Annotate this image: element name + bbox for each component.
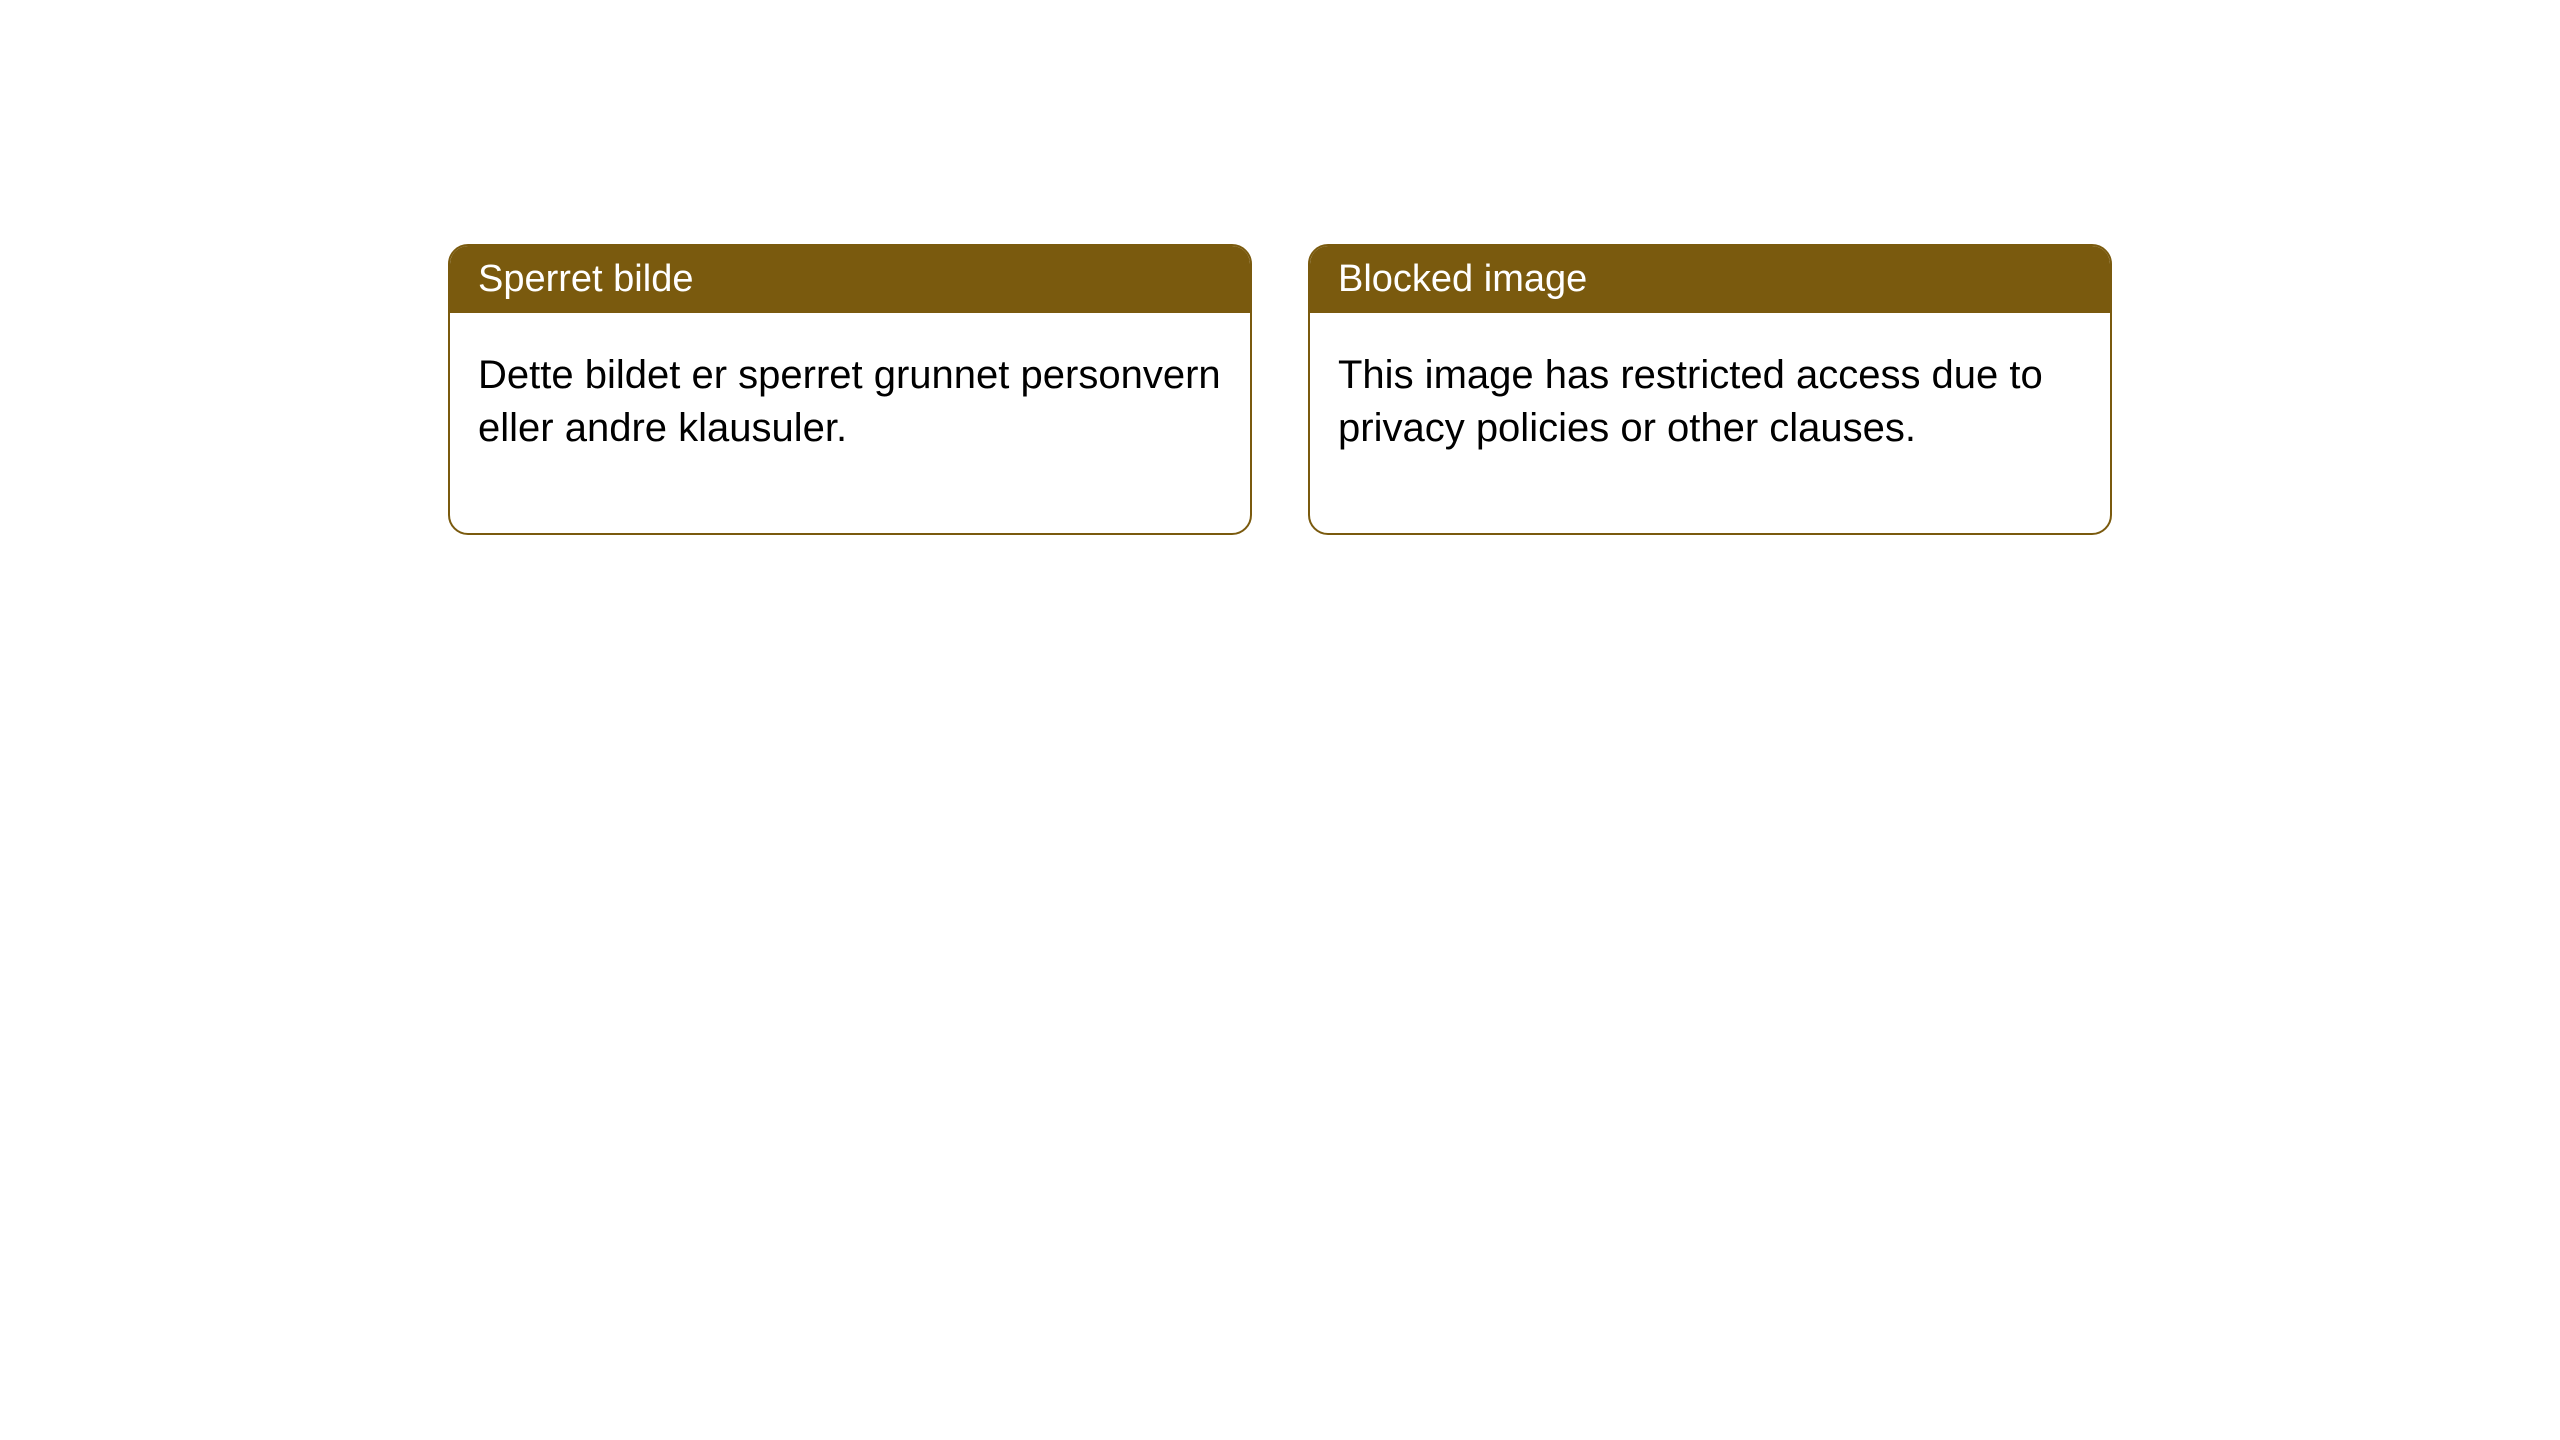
- cards-container: Sperret bilde Dette bildet er sperret gr…: [0, 0, 2560, 535]
- card-title-en: Blocked image: [1338, 258, 1587, 300]
- card-header-no: Sperret bilde: [450, 246, 1250, 313]
- blocked-image-card-en: Blocked image This image has restricted …: [1308, 244, 2112, 535]
- card-body-no: Dette bildet er sperret grunnet personve…: [450, 313, 1250, 533]
- card-body-text-no: Dette bildet er sperret grunnet personve…: [478, 353, 1221, 450]
- blocked-image-card-no: Sperret bilde Dette bildet er sperret gr…: [448, 244, 1252, 535]
- card-header-en: Blocked image: [1310, 246, 2110, 313]
- card-body-text-en: This image has restricted access due to …: [1338, 353, 2043, 450]
- card-body-en: This image has restricted access due to …: [1310, 313, 2110, 533]
- card-title-no: Sperret bilde: [478, 258, 693, 300]
